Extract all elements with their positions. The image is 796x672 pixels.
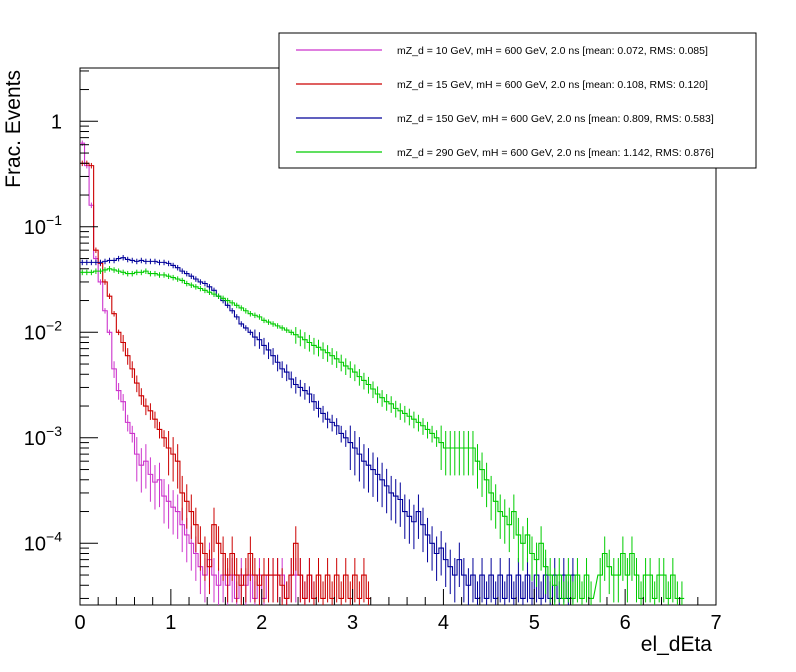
- x-tick-label: 2: [256, 612, 267, 634]
- y-tick-label: 10−1: [24, 212, 62, 239]
- x-tick-label: 0: [74, 612, 85, 634]
- axes-layer: 0 1 2 3 4 5 6 7 1 10−1 10−2 10−3 10−4: [24, 70, 722, 634]
- legend-entry-2: mZ_d = 15 GeV, mH = 600 GeV, 2.0 ns [mea…: [296, 79, 708, 91]
- y-tick-label: 10−2: [24, 317, 62, 344]
- series-4-line: [80, 268, 685, 599]
- legend-entry-1: mZ_d = 10 GeV, mH = 600 GeV, 2.0 ns [mea…: [296, 45, 708, 57]
- legend-label: mZ_d = 290 GeV, mH = 600 GeV, 2.0 ns [me…: [397, 147, 714, 159]
- y-tick-label: 10−4: [24, 528, 62, 555]
- series-1-line: [80, 142, 317, 599]
- y-tick-label: 1: [51, 111, 62, 133]
- y-tick-label: 10−3: [24, 423, 62, 450]
- legend-entry-3: mZ_d = 150 GeV, mH = 600 GeV, 2.0 ns [me…: [296, 113, 714, 125]
- x-tick-label: 5: [529, 612, 540, 634]
- x-tick-label: 1: [165, 612, 176, 634]
- series-3: [80, 254, 576, 605]
- x-tick-label: 7: [710, 612, 721, 634]
- x-tick-label: 6: [620, 612, 631, 634]
- y-axis-title: Frac. Events: [2, 70, 25, 188]
- legend-label: mZ_d = 15 GeV, mH = 600 GeV, 2.0 ns [mea…: [397, 79, 708, 91]
- legend-label: mZ_d = 150 GeV, mH = 600 GeV, 2.0 ns [me…: [397, 113, 714, 125]
- series-layer: [80, 140, 685, 605]
- series-2: [80, 160, 371, 605]
- x-tick-label: 4: [438, 612, 449, 634]
- x-axis-title: el_dEta: [641, 633, 713, 656]
- legend-entry-4: mZ_d = 290 GeV, mH = 600 GeV, 2.0 ns [me…: [296, 147, 714, 159]
- legend-box: [278, 32, 757, 169]
- x-tick-label: 3: [347, 612, 358, 634]
- legend-label: mZ_d = 10 GeV, mH = 600 GeV, 2.0 ns [mea…: [397, 45, 708, 57]
- legend: mZ_d = 10 GeV, mH = 600 GeV, 2.0 ns [mea…: [278, 32, 757, 169]
- series-4: [80, 266, 685, 605]
